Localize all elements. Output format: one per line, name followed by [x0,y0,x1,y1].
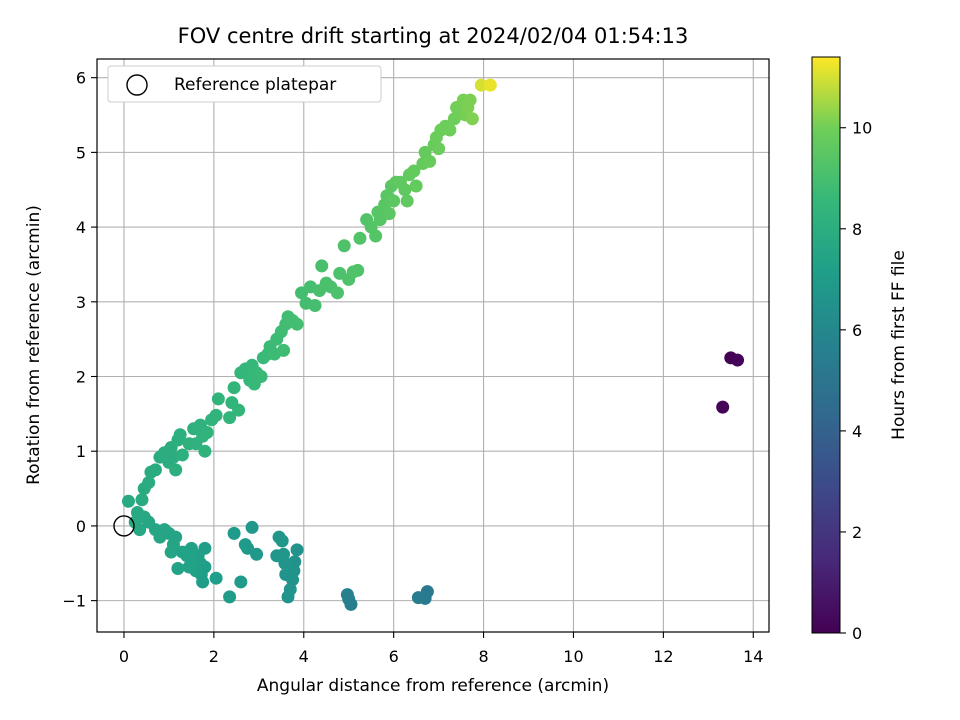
data-points [121,78,745,611]
x-tick-label: 4 [299,647,309,666]
data-point [277,343,291,357]
data-point [411,591,425,605]
y-axis-ticks: −1 0 1 2 3 4 5 6 [62,69,97,611]
data-point [432,142,446,156]
data-point [169,463,183,477]
y-tick-label: 5 [76,143,86,162]
data-point [369,229,383,243]
y-tick-label: 0 [76,517,86,536]
data-point [398,183,412,197]
data-point [121,494,135,508]
data-point [171,561,185,575]
data-point [182,560,196,574]
y-tick-label: 1 [76,442,86,461]
data-point [409,179,423,193]
data-point [281,590,295,604]
data-point [340,588,354,602]
data-point [211,392,225,406]
data-point [223,411,237,425]
data-point [443,123,457,137]
legend-marker-reference-platepar [126,74,148,96]
data-point [227,526,241,540]
data-point [337,239,351,253]
colorbar-label: Hours from first FF file [889,250,909,440]
data-point [227,381,241,395]
data-point [164,545,178,559]
y-tick-label: 3 [76,293,86,312]
plot-frame [96,58,770,633]
data-point [135,493,149,507]
data-point [351,263,365,277]
y-tick-label: 6 [76,69,86,88]
x-tick-label: 8 [478,647,488,666]
data-point [382,207,396,221]
colorbar-tick-label: 2 [852,523,862,542]
data-point [142,476,156,490]
data-point [308,299,322,313]
colorbar-tick-label: 6 [852,321,862,340]
data-point [173,428,187,442]
x-tick-label: 10 [563,647,583,666]
data-point [245,520,259,534]
reference-point-marker [113,515,135,537]
data-point [353,231,367,245]
colorbar-tick-label: 4 [852,422,862,441]
data-point [387,194,401,208]
data-point [148,463,162,477]
data-point [279,567,293,581]
data-point [209,408,223,422]
data-point [407,164,421,178]
data-point [223,590,237,604]
data-point [463,93,477,107]
y-tick-label: 2 [76,368,86,387]
legend: Reference platepar [107,65,382,103]
data-point [175,545,189,559]
data-point [731,353,745,367]
y-axis-label: Rotation from reference (arcmin) [24,205,44,485]
y-tick-label: 4 [76,218,86,237]
data-point [290,317,304,331]
data-point [175,448,189,462]
x-axis-ticks: 0 2 4 6 8 10 12 14 [119,632,763,666]
data-point [232,403,246,417]
colorbar-gradient [811,56,841,634]
data-point [198,444,212,458]
data-point [290,543,304,557]
colorbar-tick-label: 0 [852,624,862,643]
x-tick-label: 12 [653,647,673,666]
legend-box [107,65,382,103]
colorbar-ticks: 0 2 4 6 8 10 [840,119,872,643]
x-axis-label: Angular distance from reference (arcmin) [257,676,609,696]
data-point [423,154,437,168]
chart-title: FOV centre drift starting at 2024/02/04 … [178,24,689,48]
data-point [270,549,284,563]
data-point [254,370,268,384]
data-point [483,78,497,92]
x-tick-label: 14 [743,647,763,666]
data-point [400,194,414,208]
x-tick-label: 2 [209,647,219,666]
x-tick-label: 0 [119,647,129,666]
data-point [330,286,344,300]
x-tick-label: 6 [389,647,399,666]
data-point [130,505,144,519]
data-point [716,400,730,414]
colorbar-tick-label: 10 [852,119,872,138]
data-point [315,259,329,273]
data-point [465,112,479,126]
data-point [272,530,286,544]
colorbar: 0 2 4 6 8 10 Hours from first FF file [811,56,909,643]
data-point [209,571,223,585]
legend-label-reference-platepar: Reference platepar [174,75,336,95]
data-point [200,426,214,440]
data-point [234,575,248,589]
y-tick-label: −1 [62,592,86,611]
colorbar-tick-label: 8 [852,220,862,239]
data-point [474,78,488,92]
data-point [238,538,252,552]
